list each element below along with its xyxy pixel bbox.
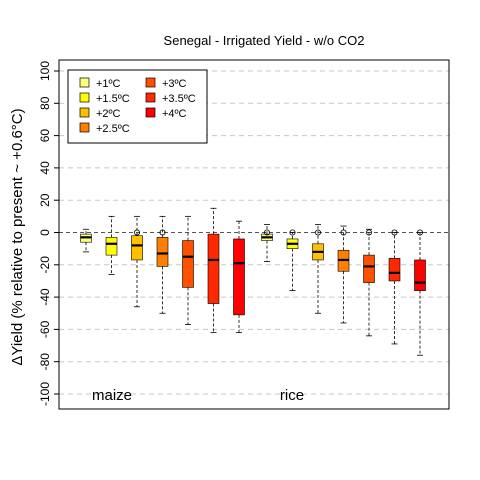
y-tick-label: 20 xyxy=(38,193,52,207)
plot-frame xyxy=(58,59,450,410)
legend-label: +4ºC xyxy=(162,108,187,120)
legend-label: +2.5ºC xyxy=(96,123,130,135)
box-rice-7 xyxy=(414,229,426,356)
box-maize-4 xyxy=(156,215,169,314)
legend-entry-5: +3ºC xyxy=(145,77,187,90)
y-axis-label: ΔYield (% relative to present ~ +0.6°C) xyxy=(9,108,26,365)
legend-swatch xyxy=(79,92,90,103)
legend-swatch xyxy=(145,77,156,88)
box-maize-7 xyxy=(233,220,245,334)
box-maize-3 xyxy=(131,215,143,308)
legend-entry-3: +2ºC xyxy=(79,107,121,120)
legend-label: +3.5ºC xyxy=(162,93,196,105)
box-body xyxy=(105,237,118,256)
group-labels: maize rice xyxy=(92,387,304,404)
legend-swatch xyxy=(79,77,90,88)
outlier-point xyxy=(314,229,321,236)
outlier-point xyxy=(133,229,140,236)
legend-swatch xyxy=(79,122,90,133)
y-tick-label: 100 xyxy=(38,61,52,81)
y-tick-label: 60 xyxy=(38,129,52,143)
y-axis: -100 -80 -60 -40 -20 0 20 40 60 80 100 xyxy=(38,61,59,406)
legend-entry-2: +1.5ºC xyxy=(79,92,130,105)
y-tick-label: 0 xyxy=(38,229,52,236)
box-body xyxy=(363,254,375,283)
y-tick-label: 80 xyxy=(38,96,52,110)
box-maize-5 xyxy=(182,215,194,325)
box-maize-2 xyxy=(105,215,118,275)
legend-entry-7: +4ºC xyxy=(145,107,187,120)
box-body xyxy=(156,237,169,267)
legend-entry-1: +1ºC xyxy=(79,77,121,90)
outlier-point xyxy=(159,229,166,236)
legend-swatch xyxy=(145,107,156,118)
group-label-rice: rice xyxy=(280,387,304,404)
legend-entry-4: +2.5ºC xyxy=(79,122,130,135)
box-maize-1 xyxy=(80,228,92,253)
box-body xyxy=(233,238,245,316)
box-rice-6 xyxy=(388,229,401,345)
outlier-point xyxy=(340,229,347,236)
y-tick-label: -20 xyxy=(38,256,52,274)
box-body xyxy=(182,240,194,288)
box-rice-3 xyxy=(312,224,324,314)
box-rice-4 xyxy=(337,225,350,324)
legend-box xyxy=(67,69,208,144)
outlier-point xyxy=(391,229,398,236)
box-maize-6 xyxy=(207,207,220,334)
box-body xyxy=(207,233,220,304)
outlier-point xyxy=(289,229,296,236)
y-tick-label: -40 xyxy=(38,288,52,306)
legend-swatch xyxy=(145,92,156,103)
legend-swatch xyxy=(79,107,90,118)
box-series xyxy=(80,207,426,356)
group-label-maize: maize xyxy=(92,387,132,404)
y-tick-label: 40 xyxy=(38,161,52,175)
box-rice-1 xyxy=(261,224,273,262)
box-body xyxy=(131,235,143,261)
outlier-point xyxy=(263,229,270,236)
outlier-point xyxy=(365,229,372,236)
legend-label: +1ºC xyxy=(96,78,121,90)
box-rice-2 xyxy=(286,229,299,292)
y-tick-label: -80 xyxy=(38,353,52,371)
outlier-point xyxy=(416,229,423,236)
legend: +1ºC +1.5ºC +2ºC +2.5ºC +3ºC +3.5ºC +4ºC xyxy=(67,69,208,144)
legend-label: +2ºC xyxy=(96,108,121,120)
chart-title: Senegal - Irrigated Yield - w/o CO2 xyxy=(164,33,365,48)
box-rice-5 xyxy=(363,228,375,337)
legend-label: +3ºC xyxy=(162,78,187,90)
legend-entry-6: +3.5ºC xyxy=(145,92,196,105)
legend-label: +1.5ºC xyxy=(96,93,130,105)
box-body xyxy=(388,258,401,282)
y-tick-label: -60 xyxy=(38,320,52,338)
box-body xyxy=(414,259,426,291)
y-tick-label: -100 xyxy=(38,382,52,406)
